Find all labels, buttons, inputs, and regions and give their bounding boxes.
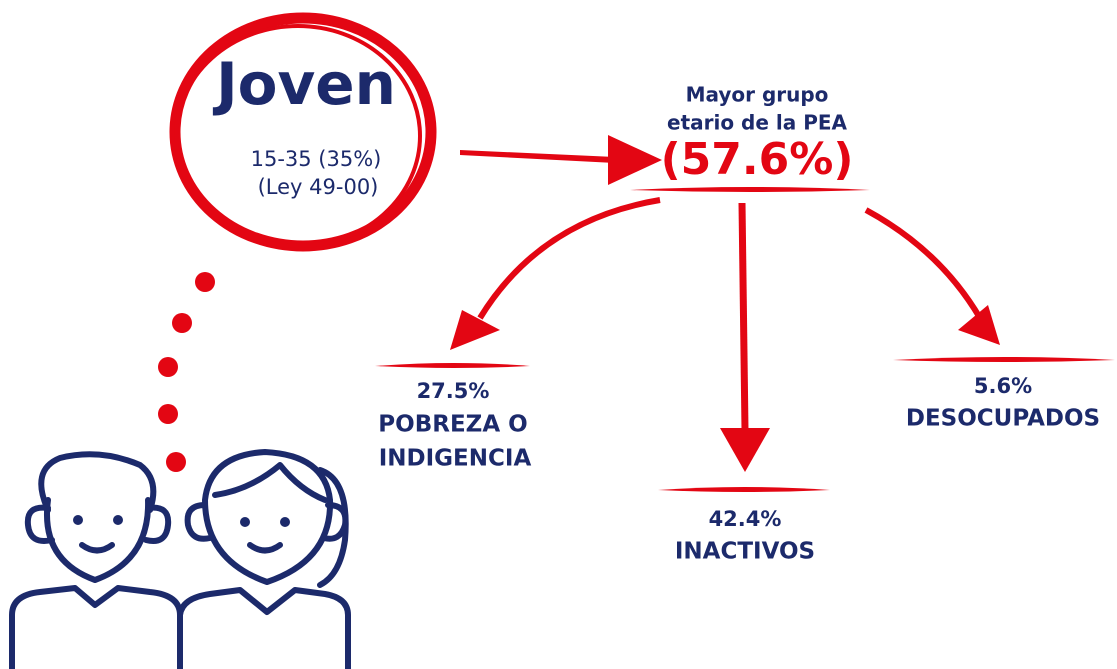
branch-label: INDIGENCIA <box>379 446 532 472</box>
underline <box>658 487 830 492</box>
arrow-middle <box>738 202 749 431</box>
branch-value: 5.6% <box>974 374 1032 398</box>
arrow <box>460 150 615 163</box>
arrow-head <box>958 305 1000 345</box>
people-icon <box>9 449 351 669</box>
underline <box>375 363 530 368</box>
branch-label: DESOCUPADOS <box>906 406 1100 432</box>
arrow-head <box>450 310 500 350</box>
center-line: etario de la PEA <box>667 111 848 135</box>
branch-value: 27.5% <box>417 379 490 403</box>
arrow-head <box>608 135 662 185</box>
branch-label: INACTIVOS <box>675 539 815 565</box>
ellipse-brush <box>174 24 422 248</box>
arrow-right <box>864 207 983 320</box>
title: Joven <box>212 50 396 118</box>
underline <box>630 187 870 192</box>
center-value: (57.6%) <box>661 134 854 185</box>
subtitle-line: 15-35 (35%) <box>251 147 382 171</box>
underline <box>893 357 1115 362</box>
arrow-head <box>720 428 770 472</box>
arrow-left <box>477 197 661 320</box>
branch-value: 42.4% <box>709 507 782 531</box>
branch-label: POBREZA O <box>378 412 527 438</box>
center-line: Mayor grupo <box>686 83 829 107</box>
dots <box>158 272 215 472</box>
subtitle-line: (Ley 49-00) <box>258 175 379 199</box>
